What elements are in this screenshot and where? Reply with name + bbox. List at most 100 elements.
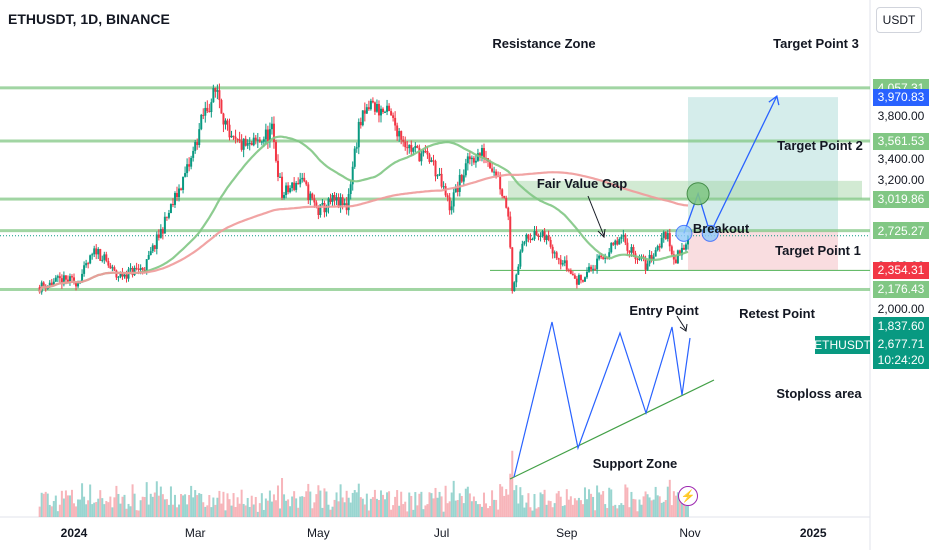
- volume-bar: [371, 497, 374, 517]
- candle-body: [622, 234, 625, 237]
- candle-body: [222, 113, 225, 125]
- volume-bar: [159, 486, 162, 517]
- candle-body: [361, 110, 364, 126]
- volume-bar: [480, 506, 483, 517]
- volume-bar: [194, 490, 197, 517]
- time-axis-label: Mar: [184, 526, 206, 540]
- volume-bar: [274, 500, 277, 517]
- candle-body: [194, 142, 197, 151]
- candle-body: [525, 234, 528, 242]
- price-tag-label: 1,837.60: [873, 317, 929, 335]
- candle-body: [575, 278, 578, 285]
- candle-body: [654, 250, 657, 257]
- ma-50-line: [38, 135, 689, 293]
- candle-body: [264, 129, 267, 140]
- volume-bar: [561, 505, 564, 517]
- volume-bar: [628, 507, 631, 517]
- volume-bar: [569, 496, 572, 517]
- volume-bar: [79, 499, 82, 517]
- candle-body: [64, 275, 67, 280]
- volume-bar: [289, 506, 292, 517]
- volume-bar: [388, 491, 391, 517]
- candle-body: [204, 107, 207, 116]
- volume-bar: [682, 500, 685, 517]
- candle-body: [339, 197, 342, 208]
- candle-body: [581, 280, 584, 282]
- candle-body: [511, 247, 514, 292]
- target-point-3-label: Target Point 3: [773, 36, 859, 51]
- candle-body: [279, 176, 282, 178]
- candle-body: [626, 242, 629, 251]
- candle-body: [448, 197, 451, 211]
- volume-bar: [598, 492, 601, 517]
- volume-bar: [347, 497, 350, 517]
- candle-body: [268, 129, 271, 142]
- candle-body: [452, 192, 455, 207]
- candle-body: [248, 142, 251, 144]
- candle-body: [384, 111, 387, 113]
- volume-bar: [575, 500, 578, 517]
- candle-body: [87, 263, 90, 265]
- volume-bar: [173, 494, 176, 517]
- candle-body: [173, 193, 176, 205]
- volume-bar: [630, 491, 633, 517]
- candle-body: [321, 203, 324, 205]
- volume-bar: [220, 503, 223, 517]
- volume-bar: [335, 492, 338, 517]
- candle-body: [682, 247, 685, 250]
- candle-body: [325, 207, 328, 213]
- volume-bar: [412, 509, 415, 517]
- volume-bar: [571, 504, 574, 517]
- volume-bar: [394, 496, 397, 517]
- currency-button[interactable]: USDT: [876, 7, 922, 33]
- candle-body: [83, 265, 86, 274]
- candle-body: [476, 153, 479, 161]
- candle-body: [359, 121, 362, 126]
- lightning-icon[interactable]: ⚡: [678, 486, 698, 506]
- support-zone-label: Support Zone: [592, 456, 678, 471]
- volume-bar: [279, 508, 282, 517]
- candle-body: [115, 270, 118, 278]
- candle-body: [226, 120, 229, 125]
- volume-bar: [519, 487, 522, 517]
- volume-bar: [226, 493, 229, 517]
- candle-body: [400, 131, 403, 140]
- volume-bar: [386, 492, 389, 517]
- volume-bar: [583, 487, 586, 517]
- volume-bar: [218, 490, 221, 517]
- volume-bar: [604, 504, 607, 517]
- volume-bar: [454, 500, 457, 517]
- candle-body: [499, 176, 502, 190]
- volume-bar: [246, 497, 249, 517]
- candle-body: [246, 143, 249, 146]
- candle-body: [551, 246, 554, 254]
- symbol-title[interactable]: ETHUSDT, 1D, BINANCE: [8, 11, 170, 27]
- candle-body: [303, 177, 306, 182]
- candle-body: [612, 243, 615, 245]
- volume-bar: [640, 504, 643, 517]
- candle-body: [99, 248, 102, 261]
- current-price-value: 2,677.71: [877, 336, 925, 351]
- volume-bar: [559, 496, 562, 517]
- volume-bar: [525, 502, 528, 517]
- candle-body: [390, 111, 393, 116]
- volume-bar: [680, 495, 683, 517]
- time-axis-label: 2024: [60, 526, 88, 540]
- volume-bar: [377, 500, 380, 517]
- candle-body: [180, 188, 183, 190]
- price-tag-label: 2,176.43: [873, 280, 929, 298]
- price-axis-label: 3,400.00: [877, 151, 925, 166]
- volume-bar: [276, 485, 279, 517]
- candle-body: [515, 274, 518, 283]
- volume-bar: [325, 491, 328, 517]
- volume-bar: [384, 499, 387, 517]
- volume-bar: [664, 500, 667, 517]
- candle-body: [418, 147, 421, 162]
- candle-body: [95, 248, 98, 255]
- candle-body: [680, 247, 683, 256]
- candle-body: [228, 124, 231, 138]
- candle-body: [602, 257, 605, 259]
- candle-body: [182, 176, 185, 190]
- candle-body: [68, 276, 71, 283]
